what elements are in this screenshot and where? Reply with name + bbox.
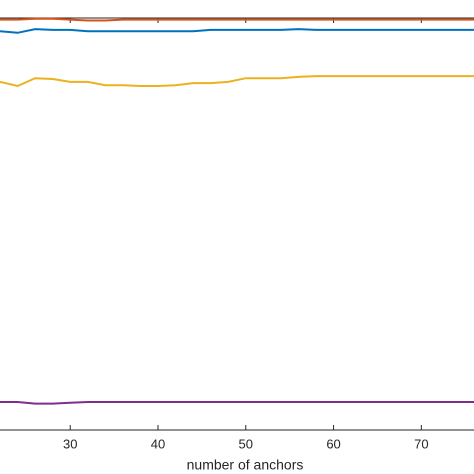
line-series: [0, 401, 474, 405]
line-series: [0, 75, 474, 88]
x-tick-label: 60: [326, 436, 340, 451]
x-tick-label: 50: [239, 436, 253, 451]
x-tick-label: 30: [63, 436, 77, 451]
line-series: [0, 28, 474, 34]
x-tick-label: 40: [151, 436, 165, 451]
line-series: [0, 17, 474, 22]
x-axis-label: number of anchors: [187, 457, 304, 473]
x-tick-label: 70: [414, 436, 428, 451]
